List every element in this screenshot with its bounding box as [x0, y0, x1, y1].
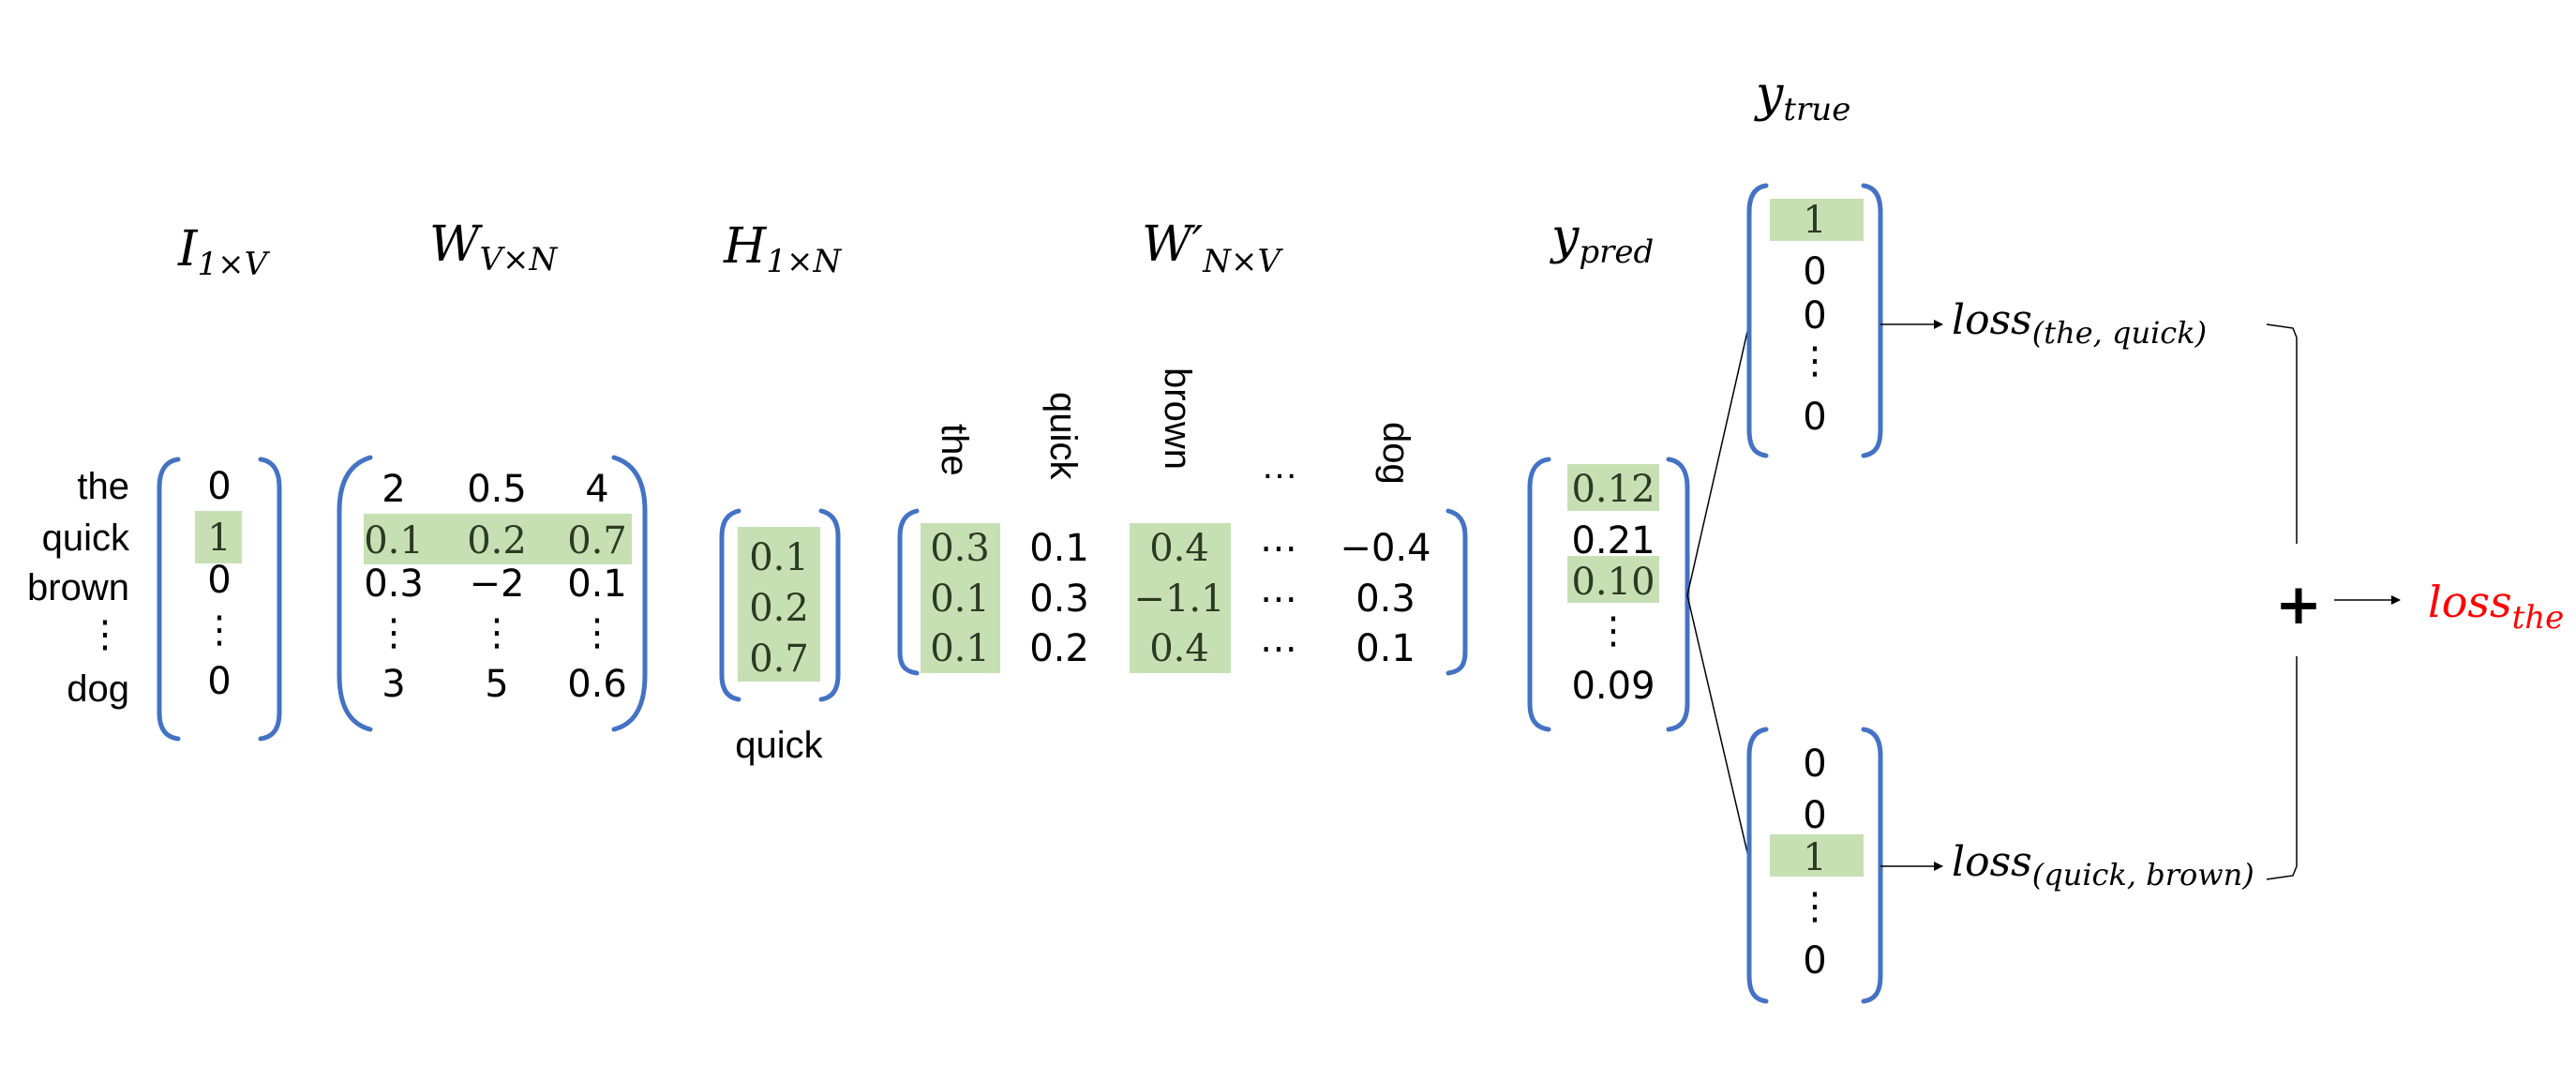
matrix-cell: 0.1 [567, 562, 627, 606]
matrix-cell: −1.1 [1133, 578, 1224, 621]
vocab-word: the [77, 466, 129, 507]
matrix-cell: 0.7 [567, 519, 627, 562]
matrix-cell: −0.4 [1340, 527, 1430, 570]
loss-total-label: lossthe [2428, 577, 2564, 637]
vector-cell: ⋮ [201, 608, 238, 652]
vector-cell: 0.12 [1571, 468, 1655, 511]
vector-cell: 0.10 [1571, 561, 1655, 604]
highlight-column [738, 527, 820, 682]
highlight-row [364, 514, 632, 564]
matrix-cell: 0.1 [364, 519, 424, 562]
highlight-column [1130, 523, 1231, 673]
y-true-top-vector: 1 0 0 ⋮ 0 [1746, 183, 1883, 458]
vector-cell: 0 [207, 660, 231, 703]
connector-line [1686, 594, 1750, 862]
vector-cell: 0.21 [1571, 519, 1655, 562]
matrix-cell: ⋯ [1260, 578, 1297, 621]
label-y-pred: ypred [1550, 209, 1654, 271]
matrix-cell: 2 [382, 468, 405, 511]
matrix-cell: ⋯ [1260, 527, 1297, 570]
matrix-cell: 0.1 [930, 578, 990, 621]
vector-cell: 1 [207, 517, 231, 560]
highlight-cell [1770, 199, 1864, 241]
hidden-vector: 0.1 0.2 0.7 quick [719, 508, 841, 766]
vector-cell: ⋮ [1796, 339, 1834, 382]
vector-cell: 0 [1803, 250, 1826, 293]
vector-cell: 0.1 [749, 536, 809, 579]
y-pred-vector: 0.12 0.21 0.10 ⋮ 0.09 [1527, 457, 1690, 732]
label-w-prime-matrix: W′N×V [1142, 217, 1284, 280]
y-true-bottom-vector: 0 0 1 ⋮ 0 [1746, 727, 1883, 1004]
label-y-true: ytrue [1754, 67, 1850, 128]
input-vector: 0 1 0 ⋮ 0 [157, 457, 282, 742]
loss-bottom-label: loss(quick, brown) [1952, 838, 2254, 892]
vector-cell: 0 [207, 559, 231, 602]
matrix-cell: 0.1 [1029, 527, 1089, 570]
vector-cell: 0.09 [1571, 665, 1655, 708]
highlight-column [921, 523, 1000, 673]
matrix-cell: 0.3 [930, 527, 990, 570]
vector-cell: ⋮ [1595, 609, 1632, 652]
vocab-labels: the quick brown ⋮ dog [27, 466, 130, 710]
matrix-cell: 0.1 [930, 627, 990, 670]
vector-cell: 0 [1803, 742, 1826, 786]
column-header: the [934, 424, 975, 476]
vector-cell: 0.2 [749, 587, 809, 630]
column-header: quick [1042, 392, 1084, 480]
matrix-cell: ⋮ [478, 611, 516, 654]
matrix-cell: 0.4 [1149, 527, 1209, 570]
w-matrix: 2 0.5 4 0.1 0.2 0.7 0.3 −2 0.1 ⋮ ⋮ ⋮ 3 5… [337, 455, 648, 732]
matrix-cell: 4 [585, 468, 608, 511]
hidden-caption: quick [735, 725, 823, 766]
vector-cell: 0 [1803, 294, 1826, 338]
matrix-cell: ⋯ [1260, 627, 1297, 670]
matrix-cell: 3 [382, 663, 405, 706]
sum-bracket [2266, 323, 2298, 544]
vocab-word: dog [67, 668, 129, 710]
matrix-cell: ⋮ [578, 611, 616, 654]
column-header: brown [1157, 368, 1198, 470]
matrix-cell: ⋮ [375, 611, 412, 654]
connector-line [1686, 322, 1750, 596]
matrix-cell: 0.4 [1149, 627, 1209, 670]
vector-cell: 0 [1803, 794, 1826, 837]
column-header: dog [1375, 422, 1416, 485]
vector-cell: 0.7 [749, 638, 809, 681]
matrix-cell: 0.3 [364, 562, 424, 606]
vector-cell: ⋮ [1796, 885, 1834, 928]
highlight-cell [1567, 464, 1659, 511]
matrix-cell: 0.5 [467, 468, 527, 511]
vocab-word: brown [27, 567, 129, 608]
label-input: I1×V [177, 221, 271, 283]
loss-top-label: loss(the, quick) [1952, 296, 2207, 351]
matrix-cell: 0.3 [1029, 578, 1089, 621]
highlight-cell [195, 511, 242, 563]
w-prime-matrix: the quick brown … dog 0.3 0.1 0.4 ⋯ −0.4… [897, 368, 1468, 676]
label-hidden: H1×N [723, 218, 842, 280]
highlight-cell [1770, 834, 1864, 877]
vector-cell: 1 [1803, 199, 1826, 242]
matrix-cell: 0.2 [467, 519, 527, 562]
highlight-cell [1567, 556, 1659, 603]
label-w-matrix: WV×N [429, 217, 558, 278]
vector-cell: 0 [1803, 939, 1826, 982]
vocab-word: quick [42, 518, 130, 559]
matrix-cell: 0.2 [1029, 627, 1089, 670]
plus-sign: + [2275, 572, 2322, 638]
vector-cell: 1 [1803, 836, 1826, 879]
vector-cell: 0 [207, 465, 231, 508]
vocab-word: ⋮ [86, 614, 124, 655]
matrix-cell: 5 [485, 663, 508, 706]
vector-cell: 0 [1803, 396, 1826, 439]
matrix-cell: 0.1 [1355, 627, 1415, 670]
column-header: … [1261, 445, 1298, 487]
matrix-cell: −2 [470, 562, 525, 606]
matrix-cell: 0.6 [567, 663, 627, 706]
matrix-cell: 0.3 [1355, 578, 1415, 621]
sum-bracket [2266, 656, 2298, 880]
